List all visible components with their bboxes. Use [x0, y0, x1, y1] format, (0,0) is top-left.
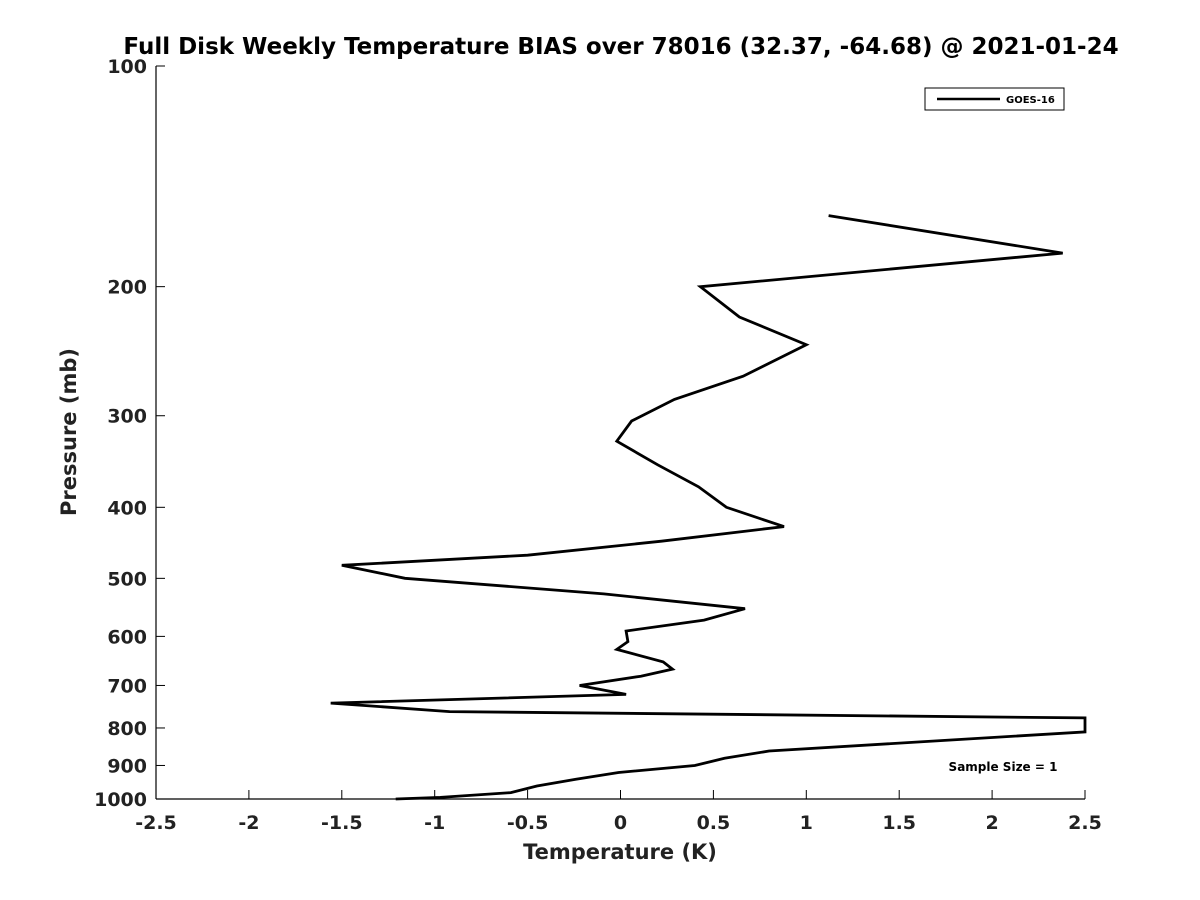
chart-title: Full Disk Weekly Temperature BIAS over 7… [123, 34, 1118, 60]
x-tick-label: 0.5 [697, 812, 731, 834]
x-tick-label: -1 [424, 812, 445, 834]
y-tick-label: 200 [107, 277, 147, 299]
y-tick-label: 800 [107, 718, 147, 740]
x-tick-label: 1.5 [882, 812, 916, 834]
y-tick-label: 700 [107, 675, 147, 697]
series-line-goes-16 [330, 214, 1087, 801]
series-layer [330, 214, 1087, 801]
x-tick-label: 2.5 [1068, 812, 1102, 834]
y-tick-label: 400 [107, 497, 147, 519]
x-ticks: -2.5 -2 -1.5 -1 -0.5 0 0.5 1 1.5 2 2.5 [135, 790, 1102, 834]
x-tick-label: 1 [800, 812, 813, 834]
y-tick-label: 1000 [94, 789, 147, 811]
x-tick-label: 2 [985, 812, 998, 834]
x-tick-label: 0 [614, 812, 627, 834]
y-tick-label: 300 [107, 406, 147, 428]
y-tick-label: 100 [107, 56, 147, 78]
x-tick-label: -0.5 [507, 812, 549, 834]
y-tick-label: 600 [107, 626, 147, 648]
x-tick-label: -2.5 [135, 812, 177, 834]
x-tick-label: -1.5 [321, 812, 363, 834]
y-axis-label: Pressure (mb) [57, 348, 81, 516]
y-tick-label: 500 [107, 568, 147, 590]
sample-size-annotation: Sample Size = 1 [949, 760, 1058, 774]
y-tick-label: 900 [107, 755, 147, 777]
x-axis-label: Temperature (K) [523, 840, 717, 864]
x-tick-label: -2 [238, 812, 259, 834]
y-ticks: 100 200 300 400 500 600 700 800 900 1000 [94, 56, 165, 811]
legend: GOES-16 [924, 87, 1065, 111]
legend-label-goes-16: GOES-16 [1006, 95, 1055, 106]
